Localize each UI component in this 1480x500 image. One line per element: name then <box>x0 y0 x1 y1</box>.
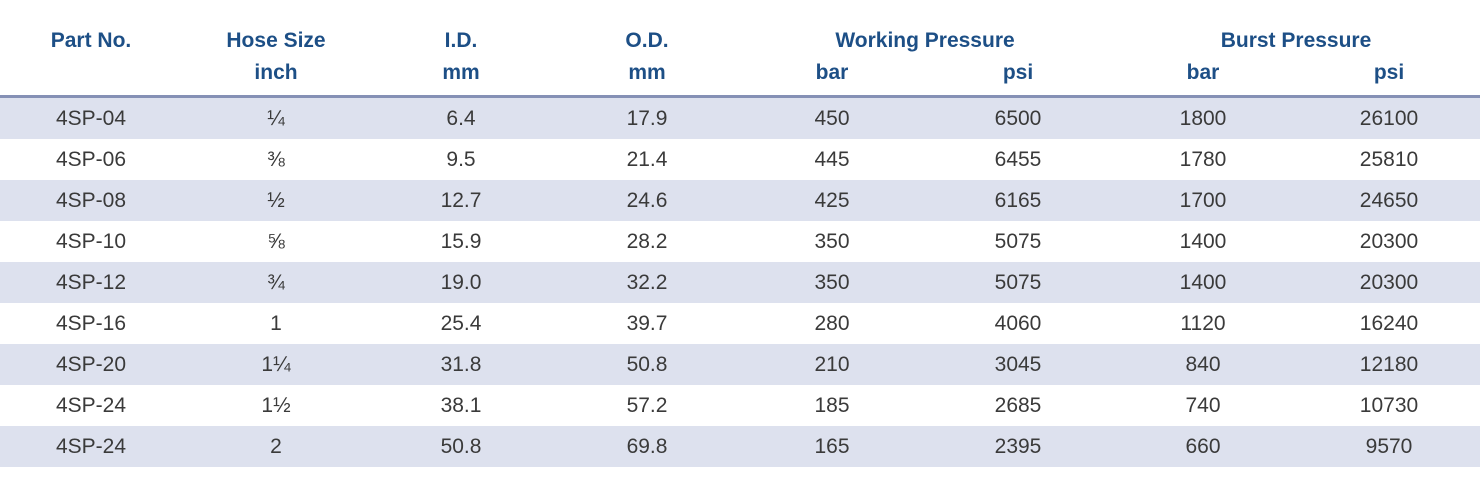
cell-wp-psi: 5075 <box>994 271 1042 294</box>
cell-part-no: 4SP-06 <box>55 148 127 171</box>
cell-bp-psi: 10730 <box>1359 394 1419 417</box>
cell-bp-bar: 1400 <box>1179 271 1227 294</box>
table-row: 4SP-16 1 25.4 39.7 280 4060 1120 16240 <box>0 303 1480 344</box>
header-hose-size: Hose Size <box>226 29 326 52</box>
cell-wp-psi: 2685 <box>994 394 1042 417</box>
cell-wp-bar: 450 <box>814 107 850 130</box>
cell-bp-bar: 1400 <box>1179 230 1227 253</box>
cell-hose-size: ½ <box>267 189 285 212</box>
cell-bp-bar: 1780 <box>1179 148 1227 171</box>
header-id-unit: mm <box>442 61 480 84</box>
cell-id: 15.9 <box>440 230 482 253</box>
cell-part-no: 4SP-08 <box>55 189 127 212</box>
header-od-unit: mm <box>628 61 666 84</box>
header-divider <box>0 95 1480 98</box>
cell-bp-bar: 1700 <box>1179 189 1227 212</box>
cell-od: 50.8 <box>626 353 668 376</box>
table-row: 4SP-04 ¼ 6.4 17.9 450 6500 1800 26100 <box>0 98 1480 139</box>
cell-id: 12.7 <box>440 189 482 212</box>
cell-bp-psi: 16240 <box>1359 312 1419 335</box>
cell-part-no: 4SP-24 <box>55 435 127 458</box>
cell-od: 28.2 <box>626 230 668 253</box>
cell-bp-bar: 840 <box>1185 353 1221 376</box>
cell-wp-psi: 6500 <box>994 107 1042 130</box>
cell-od: 21.4 <box>626 148 668 171</box>
header-bp-bar: bar <box>1186 61 1220 84</box>
cell-hose-size: ⅜ <box>267 148 285 171</box>
cell-wp-psi: 3045 <box>994 353 1042 376</box>
cell-wp-bar: 350 <box>814 230 850 253</box>
cell-id: 25.4 <box>440 312 482 335</box>
table-row: 4SP-24 2 50.8 69.8 165 2395 660 9570 <box>0 426 1480 467</box>
cell-part-no: 4SP-12 <box>55 271 127 294</box>
header-od: O.D. <box>625 29 669 52</box>
cell-bp-psi: 20300 <box>1359 271 1419 294</box>
header-id: I.D. <box>444 29 478 52</box>
cell-hose-size: 1 <box>270 312 282 335</box>
header-hose-size-unit: inch <box>254 61 298 84</box>
cell-bp-bar: 1120 <box>1180 312 1226 335</box>
table-row: 4SP-08 ½ 12.7 24.6 425 6165 1700 24650 <box>0 180 1480 221</box>
cell-wp-psi: 2395 <box>994 435 1042 458</box>
cell-wp-psi: 4060 <box>994 312 1042 335</box>
cell-od: 57.2 <box>626 394 668 417</box>
cell-wp-bar: 165 <box>814 435 850 458</box>
table-row: 4SP-24 1½ 38.1 57.2 185 2685 740 10730 <box>0 385 1480 426</box>
cell-bp-bar: 740 <box>1185 394 1221 417</box>
header-burst-pressure: Burst Pressure <box>1220 29 1372 52</box>
header-part-no: Part No. <box>50 29 132 52</box>
cell-hose-size: 2 <box>270 435 282 458</box>
cell-bp-psi: 12180 <box>1359 353 1419 376</box>
table-row: 4SP-20 1¼ 31.8 50.8 210 3045 840 12180 <box>0 344 1480 385</box>
header-wp-bar: bar <box>815 61 849 84</box>
cell-id: 19.0 <box>440 271 482 294</box>
cell-bp-psi: 26100 <box>1359 107 1419 130</box>
cell-bp-bar: 1800 <box>1179 107 1227 130</box>
cell-part-no: 4SP-16 <box>55 312 127 335</box>
cell-hose-size: ⅝ <box>267 230 285 253</box>
cell-bp-psi: 20300 <box>1359 230 1419 253</box>
cell-wp-bar: 445 <box>814 148 850 171</box>
cell-bp-bar: 660 <box>1185 435 1221 458</box>
cell-wp-bar: 185 <box>814 394 850 417</box>
table-row: 4SP-06 ⅜ 9.5 21.4 445 6455 1780 25810 <box>0 139 1480 180</box>
cell-wp-bar: 425 <box>814 189 850 212</box>
cell-hose-size: ¾ <box>267 271 285 294</box>
cell-part-no: 4SP-04 <box>55 107 127 130</box>
cell-hose-size: ¼ <box>267 107 285 130</box>
cell-id: 9.5 <box>446 148 476 171</box>
cell-wp-bar: 350 <box>814 271 850 294</box>
cell-part-no: 4SP-24 <box>55 394 127 417</box>
cell-od: 24.6 <box>626 189 668 212</box>
table-row: 4SP-12 ¾ 19.0 32.2 350 5075 1400 20300 <box>0 262 1480 303</box>
cell-id: 38.1 <box>440 394 482 417</box>
cell-bp-psi: 25810 <box>1359 148 1419 171</box>
cell-id: 50.8 <box>440 435 482 458</box>
cell-wp-psi: 6165 <box>994 189 1042 212</box>
cell-bp-psi: 24650 <box>1359 189 1419 212</box>
cell-part-no: 4SP-20 <box>55 353 127 376</box>
cell-hose-size: 1¼ <box>261 353 291 376</box>
header-wp-psi: psi <box>1002 61 1034 84</box>
header-working-pressure: Working Pressure <box>835 29 1015 52</box>
cell-wp-psi: 6455 <box>994 148 1042 171</box>
cell-od: 32.2 <box>626 271 668 294</box>
cell-od: 69.8 <box>626 435 668 458</box>
hose-spec-table: Part No. Hose Size inch I.D. mm O.D. mm … <box>0 0 1480 467</box>
cell-bp-psi: 9570 <box>1365 435 1413 458</box>
cell-wp-bar: 280 <box>814 312 850 335</box>
header-bp-psi: psi <box>1373 61 1405 84</box>
cell-wp-psi: 5075 <box>994 230 1042 253</box>
cell-od: 39.7 <box>626 312 668 335</box>
table-row: 4SP-10 ⅝ 15.9 28.2 350 5075 1400 20300 <box>0 221 1480 262</box>
cell-od: 17.9 <box>626 107 668 130</box>
cell-id: 6.4 <box>446 107 476 130</box>
table-body: 4SP-04 ¼ 6.4 17.9 450 6500 1800 26100 4S… <box>0 98 1480 467</box>
cell-hose-size: 1½ <box>261 394 291 417</box>
cell-wp-bar: 210 <box>814 353 850 376</box>
table-header: Part No. Hose Size inch I.D. mm O.D. mm … <box>0 0 1480 96</box>
cell-id: 31.8 <box>440 353 482 376</box>
cell-part-no: 4SP-10 <box>55 230 127 253</box>
